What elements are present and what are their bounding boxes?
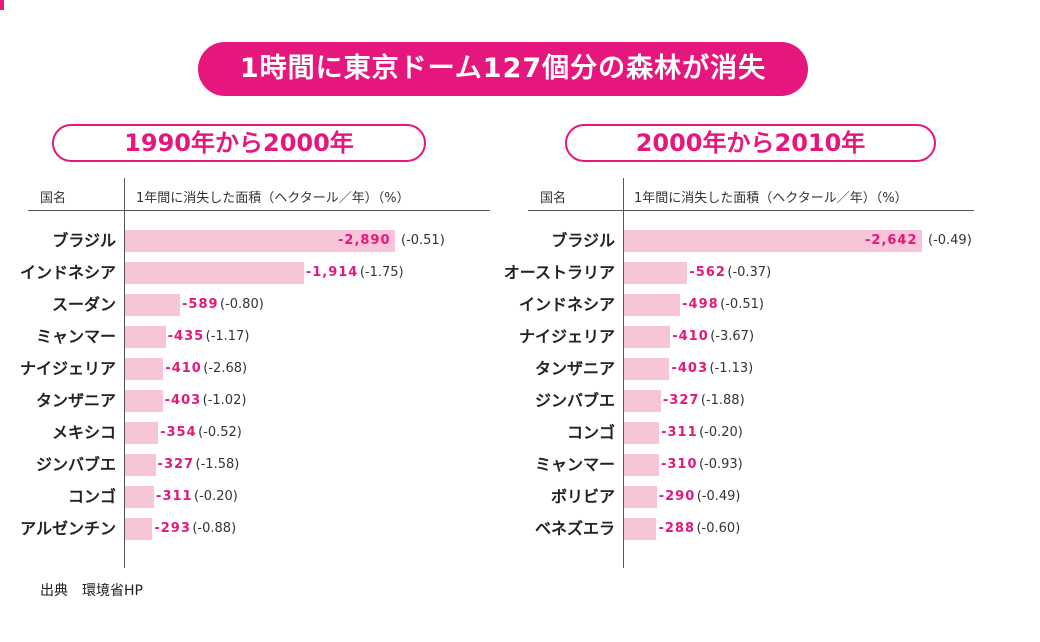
value-label: -403 bbox=[671, 361, 708, 376]
corner-accent-mark bbox=[0, 0, 4, 10]
value-label: -403 bbox=[164, 393, 202, 408]
value-label: -354 bbox=[160, 425, 197, 440]
bar bbox=[125, 326, 166, 348]
country-label: ナイジェリア bbox=[19, 359, 116, 378]
bar bbox=[125, 422, 159, 444]
percent-label: (-0.37) bbox=[727, 265, 772, 280]
country-label: スーダン bbox=[51, 295, 116, 314]
value-label: -327 bbox=[662, 393, 700, 408]
value-label: -290 bbox=[658, 489, 696, 504]
percent-label: (-0.51) bbox=[401, 233, 445, 248]
country-label: ジンバブエ bbox=[534, 391, 615, 410]
percent-label: (-0.49) bbox=[696, 489, 741, 504]
value-label: -311 bbox=[661, 425, 698, 440]
country-label: オーストラリア bbox=[503, 263, 615, 282]
country-label: インドネシア bbox=[518, 295, 615, 314]
bar bbox=[624, 262, 688, 284]
country-label: タンザニア bbox=[534, 359, 615, 378]
bar bbox=[624, 326, 671, 348]
left-value-header: 1年間に消失した面積（ヘクタール／年）（%） bbox=[136, 191, 410, 206]
country-label: インドネシア bbox=[19, 263, 116, 282]
country-label: ベネズエラ bbox=[534, 519, 615, 538]
country-label: タンザニア bbox=[35, 391, 116, 410]
country-label: ジンバブエ bbox=[35, 455, 116, 474]
left-header-divider bbox=[28, 210, 490, 211]
right-country-header: 国名 bbox=[540, 191, 567, 206]
percent-label: (-0.60) bbox=[696, 521, 741, 536]
source-note: 出典 環境省HP bbox=[40, 583, 143, 599]
percent-label: (-0.20) bbox=[194, 489, 238, 504]
bar bbox=[125, 518, 153, 540]
country-label: ミャンマー bbox=[35, 327, 116, 346]
country-label: ミャンマー bbox=[534, 455, 615, 474]
percent-label: (-1.02) bbox=[202, 393, 247, 408]
value-label: -311 bbox=[156, 489, 193, 504]
percent-label: (-0.88) bbox=[192, 521, 237, 536]
right-axis-line bbox=[623, 178, 624, 568]
bar bbox=[125, 262, 304, 284]
value-label: -2,890 bbox=[338, 233, 391, 248]
country-label: コンゴ bbox=[566, 423, 615, 442]
percent-label: (-2.68) bbox=[203, 361, 248, 376]
country-label: アルゼンチン bbox=[20, 519, 116, 538]
country-label: ナイジェリア bbox=[518, 327, 615, 346]
country-label: メキシコ bbox=[51, 423, 116, 442]
right-header-divider bbox=[528, 210, 974, 211]
bar bbox=[624, 454, 659, 476]
bar bbox=[624, 230, 922, 252]
bar bbox=[624, 518, 657, 540]
percent-label: (-0.49) bbox=[928, 233, 972, 248]
percent-label: (-3.67) bbox=[710, 329, 755, 344]
percent-label: (-1.75) bbox=[359, 265, 404, 280]
value-label: -562 bbox=[689, 265, 726, 280]
bar bbox=[125, 486, 155, 508]
value-label: -288 bbox=[658, 521, 696, 536]
bar bbox=[624, 390, 661, 412]
left-axis-line bbox=[124, 178, 125, 568]
percent-label: (-0.20) bbox=[699, 425, 743, 440]
value-label: -410 bbox=[165, 361, 202, 376]
country-label: ブラジル bbox=[551, 231, 615, 250]
value-label: -498 bbox=[682, 297, 719, 312]
country-label: ボリビア bbox=[550, 487, 615, 506]
bar bbox=[125, 230, 395, 252]
left-country-header: 国名 bbox=[40, 191, 67, 206]
value-label: -310 bbox=[660, 457, 698, 472]
percent-label: (-1.13) bbox=[709, 361, 754, 376]
right-value-header: 1年間に消失した面積（ヘクタール／年）（%） bbox=[634, 191, 908, 206]
percent-label: (-1.58) bbox=[195, 457, 240, 472]
percent-label: (-0.52) bbox=[198, 425, 242, 440]
percent-label: (-1.17) bbox=[205, 329, 250, 344]
percent-label: (-0.80) bbox=[220, 297, 264, 312]
chart-left-title: 1990年から2000年 bbox=[52, 124, 426, 162]
main-title: 1時間に東京ドーム127個分の森林が消失 bbox=[198, 42, 808, 96]
value-label: -2,642 bbox=[865, 233, 918, 248]
value-label: -327 bbox=[157, 457, 195, 472]
bar bbox=[125, 454, 156, 476]
country-label: コンゴ bbox=[67, 487, 116, 506]
value-label: -435 bbox=[167, 329, 205, 344]
percent-label: (-0.93) bbox=[698, 457, 743, 472]
country-label: ブラジル bbox=[52, 231, 116, 250]
bar bbox=[125, 358, 164, 380]
chart-right-title: 2000年から2010年 bbox=[565, 124, 936, 162]
value-label: -410 bbox=[672, 329, 709, 344]
percent-label: (-1.88) bbox=[700, 393, 745, 408]
bar bbox=[624, 358, 670, 380]
value-label: -293 bbox=[154, 521, 191, 536]
bar bbox=[624, 294, 681, 316]
bar bbox=[624, 422, 660, 444]
value-label: -1,914 bbox=[305, 265, 359, 280]
bar bbox=[125, 294, 181, 316]
value-label: -589 bbox=[182, 297, 219, 312]
bar bbox=[624, 486, 657, 508]
bar bbox=[125, 390, 163, 412]
percent-label: (-0.51) bbox=[720, 297, 764, 312]
